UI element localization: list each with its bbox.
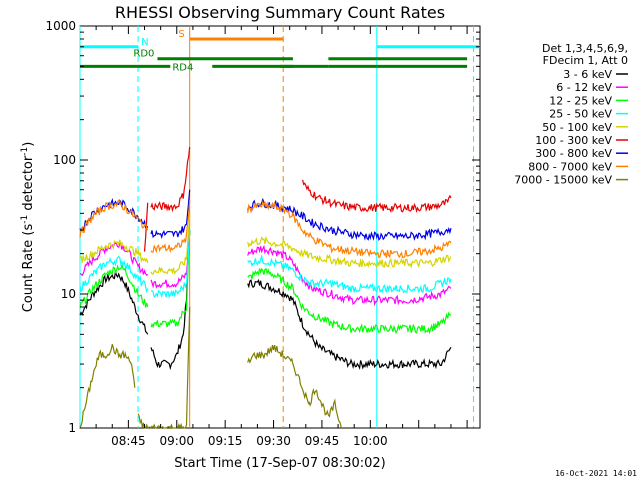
legend-entry-label: 800 - 7000 keV — [528, 160, 612, 173]
x-tick-label: 09:15 — [208, 434, 243, 448]
series-line-segment — [150, 189, 191, 240]
series-layer — [79, 146, 452, 430]
legend-entry-label: 3 - 6 keV — [563, 68, 612, 81]
series-line-segment — [247, 278, 452, 370]
series-800-7000keV — [79, 199, 452, 259]
series-line-segment — [247, 267, 452, 335]
y-tick-label: 10 — [61, 287, 76, 301]
y-axis-ticks: 1 10 100 1000 — [45, 19, 480, 435]
flag-bar-label: S — [178, 29, 184, 40]
legend-header: Det 1,3,4,5,6,9, — [542, 42, 628, 55]
x-tick-label: 09:00 — [159, 434, 194, 448]
y-tick-label: 100 — [53, 153, 76, 167]
plot-frame — [79, 25, 481, 429]
flag-bar-label: N — [141, 37, 148, 48]
series-line-segment — [150, 146, 191, 213]
x-tick-label: 10:00 — [353, 434, 388, 448]
series-line-segment — [247, 344, 310, 405]
y-tick-label: 1000 — [45, 19, 76, 33]
series-line-segment — [137, 306, 191, 430]
footer-timestamp: 16-Oct-2021 14:01 — [555, 469, 637, 478]
series-line-segment — [79, 263, 149, 308]
legend-entry-label: 100 - 300 keV — [535, 134, 612, 147]
y-label-part-2: detector — [21, 155, 36, 215]
x-axis-ticks: 08:45 09:00 09:15 09:30 09:45 10:00 — [95, 26, 468, 448]
series-50-100keV — [79, 213, 452, 276]
series-3-6keV — [79, 230, 452, 371]
x-tick-label: 09:45 — [305, 434, 340, 448]
y-label-part-1: Count Rate (s — [21, 224, 36, 313]
series-line-segment — [247, 253, 452, 294]
series-line-segment — [247, 235, 452, 269]
x-tick-label: 09:30 — [256, 434, 291, 448]
chart-title: RHESSI Observing Summary Count Rates — [115, 3, 445, 22]
legend-entry-label: 300 - 800 keV — [535, 147, 612, 160]
series-line-segment — [79, 239, 149, 264]
series-line-segment — [150, 230, 191, 371]
legend-entry-label: 12 - 25 keV — [549, 94, 612, 107]
series-line-segment — [150, 213, 191, 276]
series-line-segment — [79, 199, 149, 238]
series-line-segment — [150, 230, 191, 329]
series-line-segment — [150, 200, 191, 254]
legend-entry-label: 7000 - 15000 keV — [514, 174, 612, 187]
series-25-50keV — [79, 230, 452, 299]
x-tick-label: 08:45 — [111, 434, 146, 448]
legend-entry-label: 25 - 50 keV — [549, 108, 612, 121]
legend: Det 1,3,4,5,6,9,FDecim 1, Att 03 - 6 keV… — [514, 42, 628, 187]
series-7000-15000keV — [79, 306, 342, 430]
series-12-25keV — [79, 230, 452, 335]
flag-bar-label: RD0 — [133, 49, 154, 60]
y-label-sup-1: -1 — [20, 215, 30, 224]
y-label-part-3: ) — [21, 142, 36, 147]
y-tick-label: 1 — [68, 421, 76, 435]
series-line-segment — [308, 388, 342, 429]
y-label-sup-2: -1 — [20, 147, 30, 156]
series-line-segment — [79, 271, 149, 335]
series-line-segment — [79, 344, 136, 429]
series-line-segment — [150, 230, 191, 299]
series-line-segment — [247, 197, 452, 241]
legend-header: FDecim 1, Att 0 — [543, 54, 628, 67]
series-line-segment — [302, 179, 452, 214]
legend-entry-label: 6 - 12 keV — [556, 81, 612, 94]
y-axis-label: Count Rate (s-1 detector-1) — [20, 142, 36, 313]
series-line-segment — [247, 244, 452, 307]
vertical-markers — [79, 26, 475, 428]
legend-entry-label: 50 - 100 keV — [542, 121, 612, 134]
flag-bar-label: RD4 — [172, 62, 193, 73]
series-line-segment — [79, 255, 149, 294]
series-line-segment — [150, 230, 191, 290]
x-axis-label: Start Time (17-Sep-07 08:30:02) — [174, 456, 385, 471]
series-line-segment — [247, 199, 452, 259]
series-300-800keV — [79, 189, 452, 241]
